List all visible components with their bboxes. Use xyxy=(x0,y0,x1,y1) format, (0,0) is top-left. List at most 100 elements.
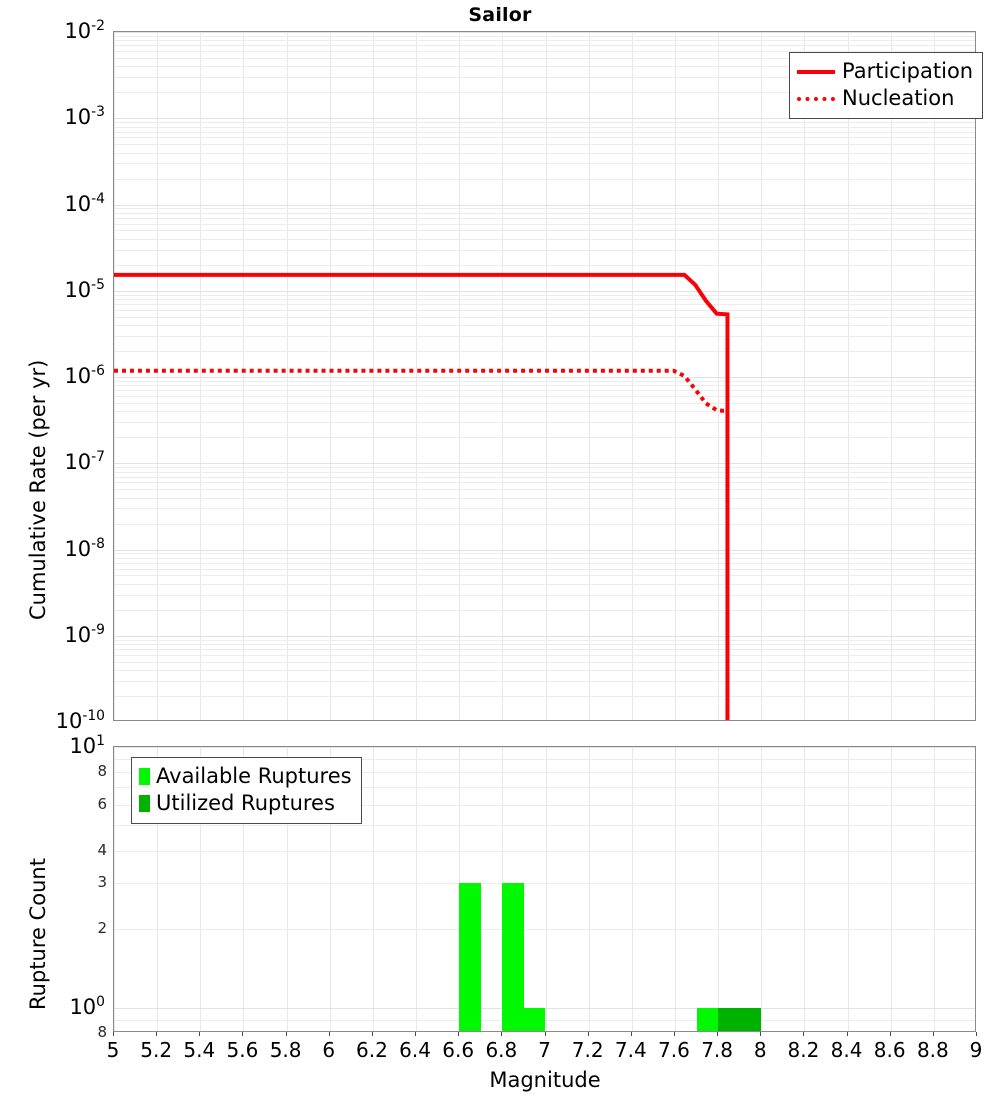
gridline-horizontal xyxy=(114,385,975,387)
xtick-label: 5 xyxy=(106,1038,120,1062)
rupture-count-bar xyxy=(459,883,481,1031)
xtick-label: 8.8 xyxy=(916,1038,949,1062)
gridline-horizontal xyxy=(114,51,975,53)
gridline-vertical xyxy=(416,32,418,720)
xtick-label: 7.2 xyxy=(571,1038,604,1062)
gridline-horizontal xyxy=(114,152,975,154)
gridline-horizontal xyxy=(114,804,975,806)
xtick-mark xyxy=(199,1032,201,1036)
xtick-label: 8 xyxy=(753,1038,767,1062)
gridline-horizontal xyxy=(114,144,975,146)
gridline-vertical xyxy=(588,747,590,1031)
gridline-vertical xyxy=(804,32,806,720)
legend-item-participation[interactable]: Participation xyxy=(797,58,973,85)
gridline-vertical xyxy=(372,32,374,720)
ytick-label: 10-7 xyxy=(64,449,105,475)
gridline-vertical xyxy=(200,32,202,720)
gridline-horizontal xyxy=(114,35,975,37)
gridline-vertical xyxy=(502,32,504,720)
gridline-vertical xyxy=(718,747,720,1031)
xtick-mark xyxy=(113,1032,114,1036)
gridline-horizontal xyxy=(114,212,975,214)
gridline-vertical xyxy=(114,747,115,1031)
gridline-horizontal xyxy=(114,825,975,827)
xtick-mark xyxy=(932,1032,934,1036)
gridline-horizontal xyxy=(114,649,975,651)
rupture-count-bar xyxy=(696,1007,719,1031)
gridline-horizontal xyxy=(114,57,975,59)
gridline-horizontal xyxy=(114,294,975,296)
gridline-horizontal xyxy=(114,523,975,525)
gridline-horizontal xyxy=(114,670,975,672)
gridline-vertical xyxy=(372,747,374,1031)
gridline-horizontal xyxy=(114,40,975,42)
gridline-horizontal xyxy=(114,508,975,510)
ytick-label-minor: 8 xyxy=(97,1023,107,1041)
gridline-horizontal xyxy=(114,747,975,748)
rupture-legend: Available Ruptures Utilized Ruptures xyxy=(131,757,362,824)
xtick-mark xyxy=(285,1032,287,1036)
gridline-horizontal xyxy=(114,787,975,789)
gridline-horizontal xyxy=(114,32,975,33)
nucleation-curve xyxy=(114,368,730,720)
participation-curve xyxy=(114,272,730,720)
gridline-vertical xyxy=(890,32,892,720)
gridline-horizontal xyxy=(114,680,975,682)
ytick-label: 10-3 xyxy=(64,104,105,130)
legend-label-nucleation: Nucleation xyxy=(842,86,955,110)
xtick-mark xyxy=(976,1032,977,1036)
xtick-mark xyxy=(889,1032,891,1036)
rupture-count-axis-label: Rupture Count xyxy=(26,858,50,1010)
rupture-count-bar xyxy=(739,1007,762,1031)
ytick-label: 10-8 xyxy=(64,535,105,561)
gridline-horizontal xyxy=(114,639,975,641)
gridline-horizontal xyxy=(114,122,975,124)
ytick-label: 100 xyxy=(69,993,105,1019)
gridline-vertical xyxy=(674,32,676,720)
gridline-horizontal xyxy=(114,230,975,232)
xtick-label: 6 xyxy=(322,1038,336,1062)
ytick-label-minor: 4 xyxy=(97,840,107,859)
gridline-horizontal xyxy=(114,223,975,225)
gridline-vertical xyxy=(933,747,935,1031)
legend-label-available: Available Ruptures xyxy=(156,764,352,788)
gridline-horizontal xyxy=(114,422,975,424)
xtick-mark xyxy=(371,1032,373,1036)
legend-item-utilized-ruptures[interactable]: Utilized Ruptures xyxy=(139,790,352,817)
gridline-horizontal xyxy=(114,654,975,656)
gridline-vertical xyxy=(459,32,461,720)
gridline-vertical xyxy=(286,32,288,720)
ytick-label: 10-9 xyxy=(64,621,105,647)
utilized-ruptures-swatch-icon xyxy=(139,795,150,812)
legend-item-available-ruptures[interactable]: Available Ruptures xyxy=(139,763,352,790)
xtick-label: 6.4 xyxy=(399,1038,431,1062)
gridline-horizontal xyxy=(114,883,975,885)
gridline-vertical xyxy=(329,32,331,720)
page-title: Sailor xyxy=(468,4,532,26)
gridline-horizontal xyxy=(114,290,975,292)
gridline-horizontal xyxy=(114,309,975,311)
legend-item-nucleation[interactable]: Nucleation xyxy=(797,85,973,112)
gridline-horizontal xyxy=(114,66,975,68)
xtick-mark xyxy=(760,1032,762,1036)
xtick-mark xyxy=(630,1032,632,1036)
gridline-horizontal xyxy=(114,45,975,47)
xtick-mark xyxy=(458,1032,460,1036)
gridline-horizontal xyxy=(114,583,975,585)
gridline-horizontal xyxy=(114,316,975,318)
gridline-horizontal xyxy=(114,696,975,698)
gridline-horizontal xyxy=(114,299,975,301)
gridline-horizontal xyxy=(114,471,975,473)
xtick-label: 6.6 xyxy=(442,1038,475,1062)
xtick-label: 6.8 xyxy=(485,1038,518,1062)
gridline-vertical xyxy=(243,747,245,1031)
gridline-horizontal xyxy=(114,377,975,378)
gridline-horizontal xyxy=(114,482,975,484)
xtick-label: 7.6 xyxy=(658,1038,690,1062)
gridline-vertical xyxy=(804,747,806,1031)
top-panel-gridlines xyxy=(114,32,975,720)
rupture-count-bar xyxy=(502,883,524,1031)
available-ruptures-swatch-icon xyxy=(139,768,150,785)
gridline-horizontal xyxy=(114,396,975,398)
